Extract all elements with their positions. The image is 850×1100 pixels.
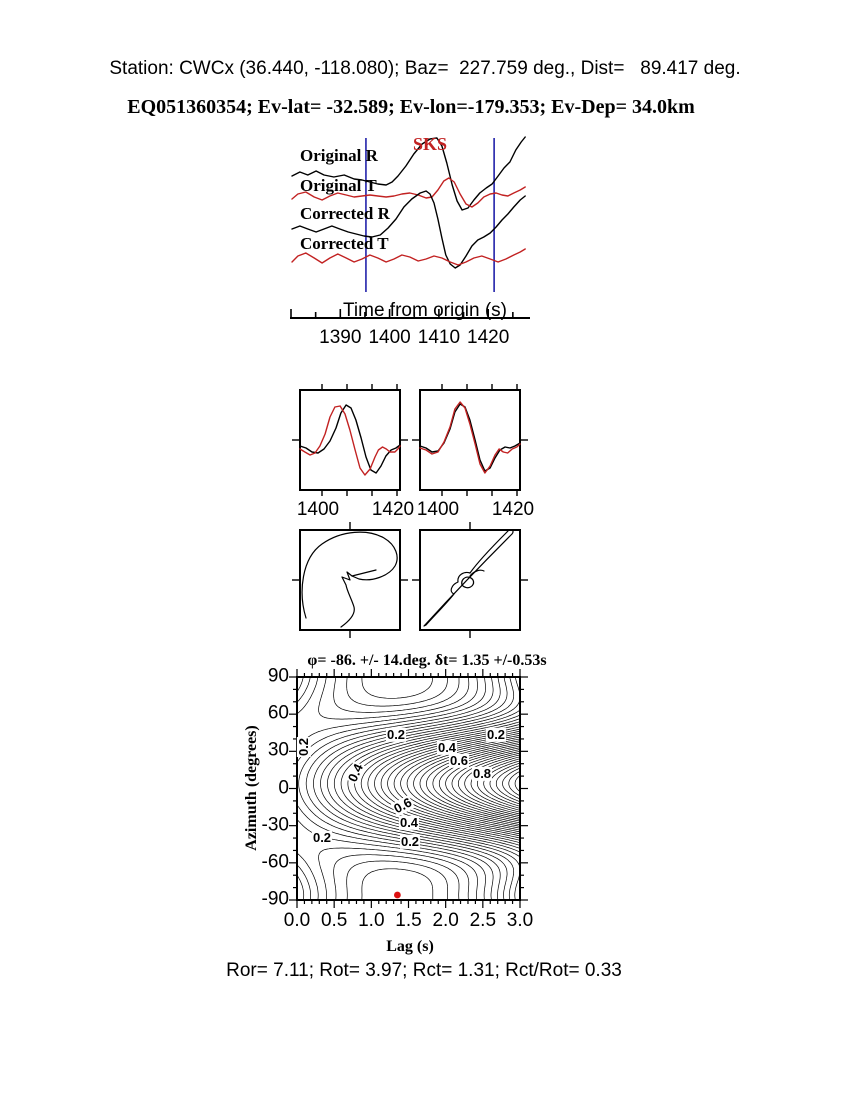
particle-motion-after-curve <box>461 576 475 589</box>
azimuth-tick-label: 90 <box>267 665 289 687</box>
panel-x-tick-label: 1400 <box>416 499 460 520</box>
trace-label-original-r: Original R <box>300 146 378 165</box>
azimuth-tick-label: -30 <box>261 814 289 836</box>
particle-motion-after-curve <box>469 569 485 577</box>
trace-corrected-t <box>291 248 526 266</box>
lag-tick-label: 3.0 <box>506 910 534 931</box>
trace-label-corrected-r: Corrected R <box>300 204 390 223</box>
particle-motion-after-curve <box>423 529 514 627</box>
particle-motion-before-curve <box>301 531 398 628</box>
time-tick-label: 1390 <box>319 327 362 348</box>
time-tick-label: 1410 <box>417 327 461 348</box>
contour-level-label: 0.2 <box>311 829 333 846</box>
contour-title: φ= -86. +/- 14.deg. δt= 1.35 +/-0.53s <box>307 652 547 669</box>
contour-level-label: 0.2 <box>295 736 312 758</box>
lag-tick-label: 2.5 <box>469 910 497 931</box>
lag-tick-label: 0.5 <box>320 910 348 931</box>
trace-corrected-r <box>291 190 526 269</box>
trace-original-r <box>291 136 526 211</box>
lag-tick-label: 1.5 <box>395 910 422 931</box>
panel-frame <box>299 389 401 491</box>
particle-motion-before-curve <box>351 569 377 577</box>
contour-level-label: 0.4 <box>398 814 420 831</box>
azimuth-tick-label: 30 <box>267 739 289 761</box>
phase-label-sks: SKS <box>412 134 448 154</box>
azimuth-axis-label: Azimuth (degrees) <box>243 725 261 851</box>
lag-axis-label: Lag (s) <box>386 938 434 955</box>
panel-frame <box>419 389 521 491</box>
fast-slow-after-trace <box>419 403 521 472</box>
panel-x-tick-label: 1400 <box>296 499 340 520</box>
panel-x-tick-label: 1420 <box>371 499 415 520</box>
time-tick-label: 1400 <box>368 327 411 348</box>
azimuth-tick-label: -60 <box>261 851 289 873</box>
contour-level-label: 0.2 <box>385 726 407 743</box>
contour-level-label: 0.6 <box>448 752 470 769</box>
contour-level-label: 0.4 <box>436 739 458 756</box>
contour-level-label: 0.2 <box>399 833 421 850</box>
azimuth-tick-label: 60 <box>267 702 289 724</box>
contour-level-label: 0.2 <box>485 726 507 743</box>
result-stats: Ror= 7.11; Rot= 3.97; Rct= 1.31; Rct/Rot… <box>226 960 622 981</box>
misfit-contours <box>296 676 521 901</box>
fast-slow-after-trace <box>419 401 521 474</box>
contour-level-label: 0.8 <box>471 765 493 782</box>
trace-label-corrected-t: Corrected T <box>300 234 389 253</box>
lag-tick-label: 0.0 <box>283 910 311 931</box>
time-axis-label: Time from origin (s) <box>343 300 507 321</box>
lag-tick-label: 2.0 <box>432 910 459 931</box>
azimuth-tick-label: 0 <box>278 777 289 799</box>
best-solution-dot <box>394 891 401 899</box>
event-header: EQ051360354; Ev-lat= -32.589; Ev-lon=-17… <box>127 96 695 118</box>
azimuth-tick-label: -90 <box>261 888 289 910</box>
station-header: Station: CWCx (36.440, -118.080); Baz= 2… <box>109 58 741 79</box>
fast-slow-before-trace <box>299 404 401 474</box>
trace-original-t <box>291 177 526 208</box>
lag-tick-label: 1.0 <box>358 910 385 931</box>
time-tick-label: 1420 <box>467 327 510 348</box>
trace-label-original-t: Original T <box>300 176 377 195</box>
fast-slow-before-trace <box>299 405 401 476</box>
panel-x-tick-label: 1420 <box>491 499 535 520</box>
